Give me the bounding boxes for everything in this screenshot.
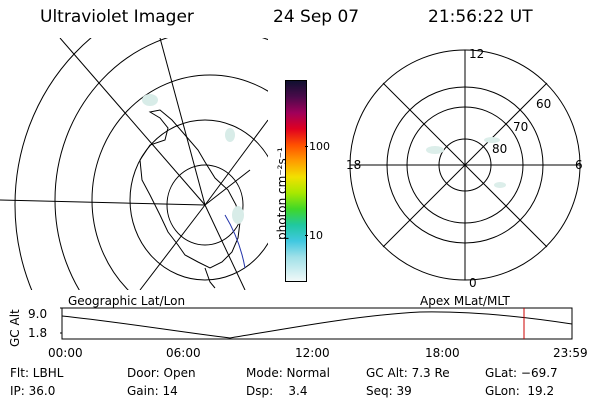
x-tick-0000: 00:00 [48, 346, 83, 360]
ip-status: IP: 36.0 [10, 384, 56, 398]
colorbar-tick-100: 100 [309, 140, 330, 153]
aurora-patch [225, 128, 235, 142]
gain-status: Gain: 14 [127, 384, 178, 398]
map-lon-line [0, 199, 206, 206]
y-tick-1-8: 1.8 [28, 326, 48, 340]
orbit-track [224, 214, 246, 269]
x-tick-2359: 23:59 [553, 346, 588, 360]
mode-status: Mode: Normal [246, 366, 330, 380]
aurora-patch [426, 146, 444, 154]
y-tick-9: 9.0 [28, 307, 48, 321]
colorbar-tick-10: 10 [309, 229, 323, 242]
glat-status: GLat: −69.7 [485, 366, 558, 380]
continent-outline [204, 267, 216, 289]
aurora-patch [142, 94, 158, 106]
map-lat-circle [166, 164, 244, 246]
seq-status: Seq: 39 [366, 384, 412, 398]
mlt-label-18: 18 [346, 158, 362, 172]
map-lat-circle [14, 38, 92, 290]
lat-label-80: 80 [492, 142, 508, 156]
map-lon-line [204, 119, 268, 206]
apex-mlat-title: Apex MLat/MLT [420, 294, 510, 308]
map-lon-line [204, 169, 251, 206]
colorbar-tick-mark [305, 146, 308, 147]
map-lat-circle [91, 74, 268, 290]
map-lat-circle [54, 38, 268, 290]
mlt-label-12: 12 [469, 47, 485, 61]
geographic-map [0, 38, 268, 290]
time-label: 21:56:22 UT [428, 7, 533, 27]
colorbar-unit-label: photon cm⁻²s⁻¹ [275, 147, 289, 240]
gc-alt-axis-label: GC Alt [8, 309, 22, 347]
map-lon-line [139, 204, 206, 290]
mlt-label-0: 0 [469, 276, 477, 290]
map-lat-circle [129, 119, 268, 281]
date-label: 24 Sep 07 [273, 7, 360, 27]
x-tick-1800: 18:00 [425, 346, 460, 360]
colorbar-tick-mark [305, 235, 308, 236]
polar-plot [349, 49, 581, 281]
continent-outline [139, 109, 241, 269]
filter-status: Flt: LBHL [10, 366, 64, 380]
lat-label-60: 60 [536, 97, 552, 111]
dsp-status: Dsp: 3.4 [246, 384, 308, 398]
orbit-altitude-chart [60, 307, 573, 340]
lat-label-70: 70 [513, 120, 529, 134]
instrument-title: Ultraviolet Imager [40, 7, 194, 27]
color-bar [285, 80, 307, 282]
glon-status: GLon: 19.2 [485, 384, 555, 398]
aurora-patch [232, 206, 244, 224]
x-tick-0600: 06:00 [166, 346, 201, 360]
door-status: Door: Open [127, 366, 196, 380]
geo-latlon-title: Geographic Lat/Lon [68, 294, 186, 308]
gc-alt-status: GC Alt: 7.3 Re [366, 366, 450, 380]
mlt-label-6: 6 [575, 158, 583, 172]
map-lon-line [159, 38, 206, 206]
x-tick-1200: 12:00 [295, 346, 330, 360]
polar-axis [382, 82, 548, 248]
map-lon-line [59, 38, 206, 206]
altitude-curve [61, 311, 573, 339]
aurora-patch [494, 182, 506, 188]
map-lon-line [204, 204, 246, 290]
aurora-patch [484, 137, 500, 143]
